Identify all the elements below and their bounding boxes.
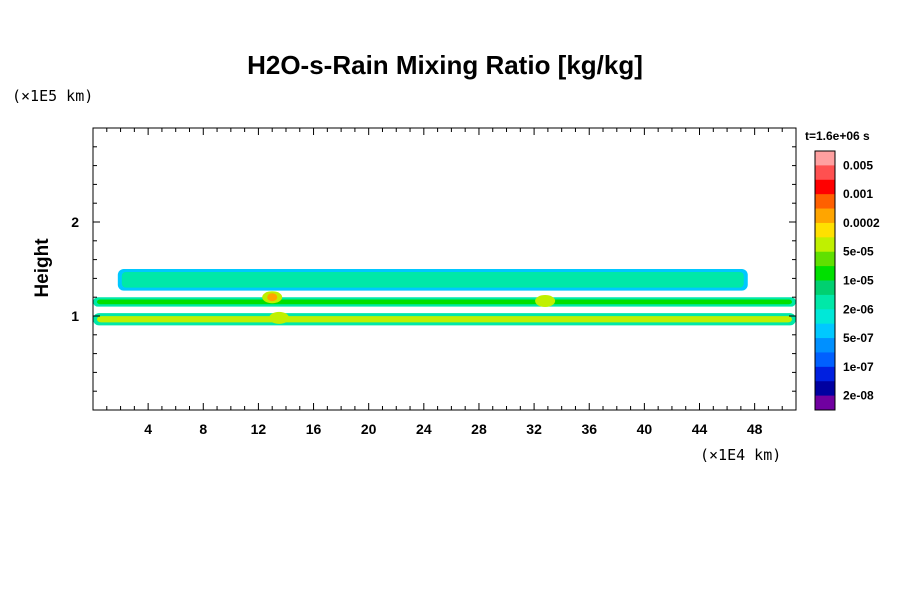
colorbar-swatch	[815, 208, 835, 224]
plot-frame	[92, 127, 797, 411]
colorbar-swatch	[815, 251, 835, 267]
y-tick-label: 2	[71, 214, 79, 230]
y-tick-label: 1	[71, 308, 79, 324]
colorbar-swatch	[815, 222, 835, 238]
x-tick-label: 40	[637, 421, 653, 437]
x-tick-label: 12	[251, 421, 267, 437]
mixing-ratio-field	[93, 269, 796, 326]
x-tick-label: 28	[471, 421, 487, 437]
x-axis-unit: (×1E4 km)	[700, 446, 781, 464]
time-label: t=1.6e+06 s	[805, 129, 870, 143]
colorbar-swatch	[815, 280, 835, 296]
colorbar-swatch	[815, 194, 835, 209]
colorbar-frame	[814, 150, 836, 411]
colorbar-swatch	[815, 395, 835, 411]
chart-title: H2O-s-Rain Mixing Ratio [kg/kg]	[247, 50, 643, 80]
x-tick-label: 20	[361, 421, 377, 437]
colorbar-swatch	[815, 237, 835, 253]
colorbar-label: 2e-08	[843, 389, 874, 403]
peak-2	[540, 296, 551, 305]
x-tick-label: 44	[692, 421, 708, 437]
colorbar-swatch	[815, 338, 835, 353]
colorbar-swatch	[815, 366, 835, 382]
y-axis-label: Height	[32, 238, 53, 298]
peak-1	[274, 313, 285, 322]
colorbar-swatch	[815, 309, 835, 325]
colorbar-label: 5e-07	[843, 331, 874, 345]
peak-0	[267, 293, 278, 302]
colorbar-swatch	[815, 179, 835, 195]
colorbar-label: 0.001	[843, 187, 873, 201]
colorbar-label: 1e-05	[843, 274, 874, 288]
colorbar-swatch	[815, 381, 835, 397]
colorbar-swatch	[815, 352, 835, 368]
colorbar-label: 0.005	[843, 158, 873, 172]
colorbar-swatch	[815, 266, 835, 281]
colorbar-label: 0.0002	[843, 216, 880, 230]
layer-upper-core	[121, 272, 744, 288]
colorbar-label: 2e-06	[843, 302, 874, 316]
x-tick-label: 48	[747, 421, 763, 437]
colorbar-swatch	[815, 323, 835, 339]
x-tick-label: 16	[306, 421, 322, 437]
x-tick-label: 8	[199, 421, 207, 437]
colorbar-swatch	[815, 165, 835, 181]
colorbar-label: 5e-05	[843, 245, 874, 259]
x-tick-label: 36	[581, 421, 597, 437]
x-tick-label: 24	[416, 421, 432, 437]
y-axis-unit: (×1E5 km)	[12, 87, 93, 105]
colorbar-swatch	[815, 151, 835, 166]
colorbar-label: 1e-07	[843, 360, 874, 374]
x-tick-label: 32	[526, 421, 542, 437]
x-tick-label: 4	[144, 421, 152, 437]
layer-lower-core	[97, 316, 792, 323]
layer-middle-core	[97, 299, 792, 305]
colorbar-swatch	[815, 294, 835, 310]
colorbar: 0.005 0.001 0.0002 5e-05 1e-05 2e-06 5e-07 1e-0…	[814, 150, 880, 411]
